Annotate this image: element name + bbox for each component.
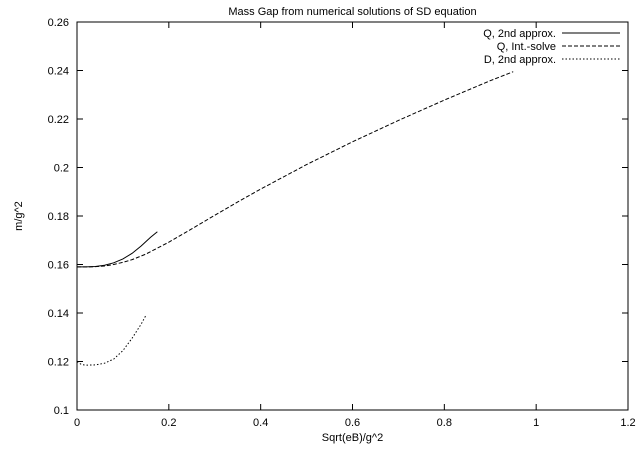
- axis-ticks: [76, 21, 629, 411]
- x-tick-label: 0: [74, 417, 80, 429]
- x-tick-label: 0.8: [437, 417, 452, 429]
- series-layer: [76, 71, 514, 366]
- legend-label: Q, Int.-solve: [497, 41, 556, 53]
- y-tick-label: 0.26: [48, 17, 69, 29]
- y-tick-label: 0.12: [48, 357, 69, 369]
- x-tick-label: 0.4: [253, 417, 268, 429]
- y-tick-label: 0.16: [48, 260, 69, 272]
- x-tick-label: 1: [533, 417, 539, 429]
- y-tick-label: 0.1: [54, 405, 69, 417]
- x-tick-label: 0.6: [345, 417, 360, 429]
- y-tick-label: 0.18: [48, 211, 69, 223]
- series-line-1: [77, 231, 158, 268]
- legend-label: Q, 2nd approx.: [483, 28, 556, 40]
- legend-label: D, 2nd approx.: [484, 54, 556, 66]
- y-tick-label: 0.22: [48, 114, 69, 126]
- x-tick-label: 1.2: [620, 417, 635, 429]
- axis-tick-labels: 0 0.2 0.4 0.6 0.8 1 1.2 0.1 0.12 0.14 0.16 0.18 0.2 0…: [48, 17, 636, 429]
- x-axis-title: Sqrt(eB)/g^2: [322, 432, 383, 444]
- chart-title: Mass Gap from numerical solutions of SD …: [228, 6, 476, 18]
- y-tick-label: 0.24: [48, 66, 69, 78]
- series-line-3: [76, 315, 147, 366]
- y-tick-label: 0.14: [48, 308, 69, 320]
- series-line-2: [77, 71, 514, 268]
- x-tick-label: 0.2: [161, 417, 176, 429]
- plot-frame: [76, 21, 629, 411]
- y-axis-title: m/g^2: [13, 201, 25, 231]
- y-tick-label: 0.2: [54, 163, 69, 175]
